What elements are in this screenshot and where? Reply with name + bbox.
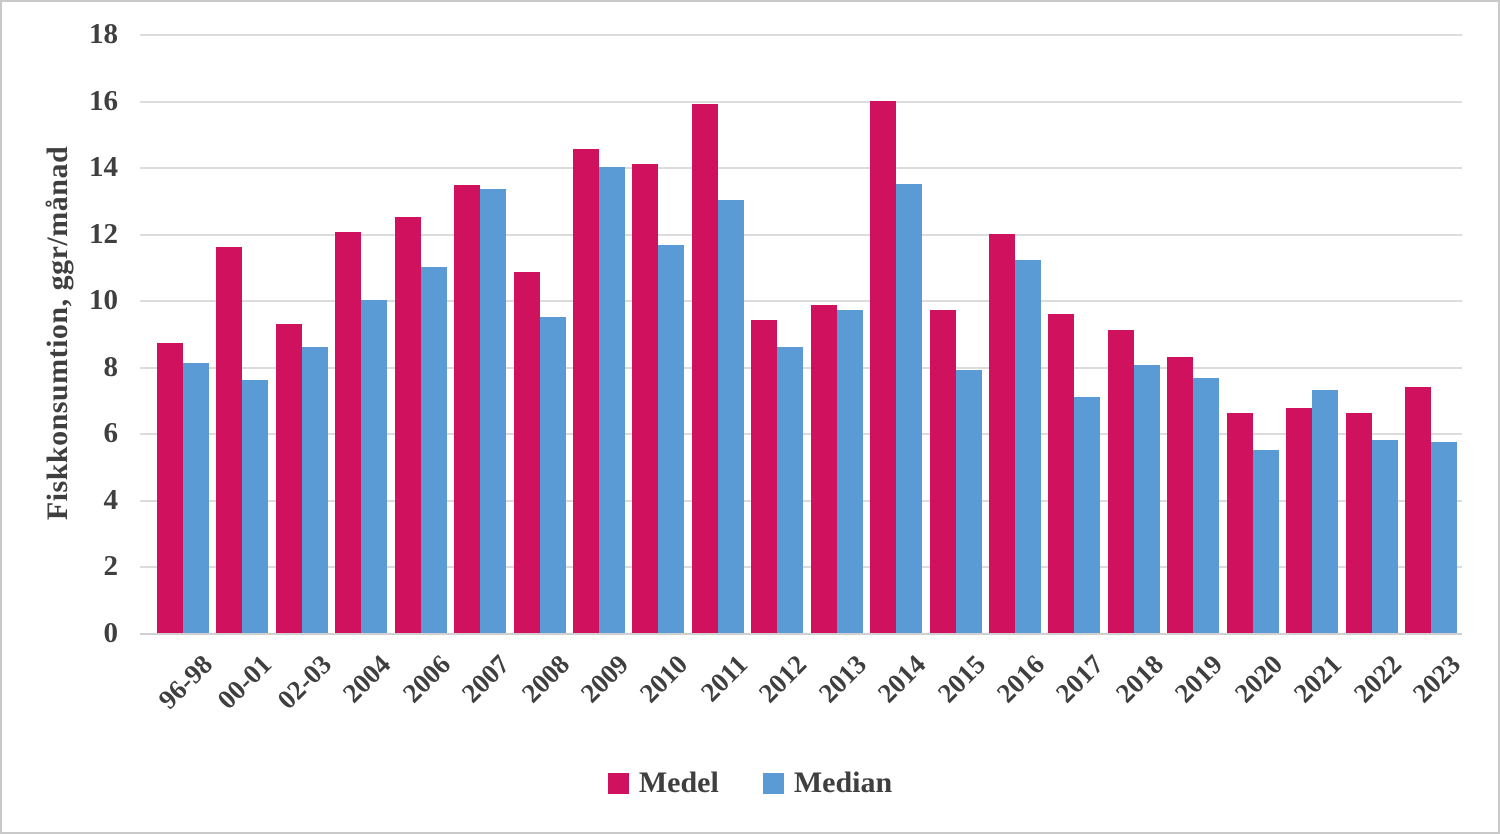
gridline-10 — [140, 300, 1462, 303]
x-tick-label-96-98: 96-98 — [152, 649, 219, 715]
bar-median-2020 — [1252, 449, 1279, 633]
bar-median-96-98 — [183, 363, 209, 633]
legend-item-median: Median — [762, 766, 893, 800]
bar-medel-2006 — [394, 217, 421, 633]
legend: Medel Median — [0, 766, 1500, 800]
x-tick-label-2019: 2019 — [1169, 649, 1229, 709]
bar-medel-2018 — [1107, 330, 1134, 633]
x-tick-label-2018: 2018 — [1109, 649, 1170, 709]
x-tick-label-2017: 2017 — [1050, 649, 1110, 709]
bar-median-2017 — [1074, 396, 1101, 633]
bar-medel-2011 — [691, 103, 718, 633]
bar-median-2023 — [1431, 441, 1457, 633]
y-axis-title: Fiskkonsumtion, ggr/månad — [41, 145, 74, 521]
y-tick-label-10: 10 — [89, 284, 118, 317]
bar-median-2010 — [658, 245, 685, 633]
bar-median-2012 — [777, 346, 804, 633]
gridline-14 — [140, 167, 1462, 170]
x-tick-label-2016: 2016 — [990, 649, 1051, 709]
x-tick-label-2008: 2008 — [515, 649, 575, 709]
y-tick-label-14: 14 — [89, 151, 118, 184]
bar-medel-2010 — [632, 163, 659, 633]
bar-median-2008 — [539, 316, 566, 633]
x-tick-label-2014: 2014 — [871, 649, 932, 709]
y-tick-label-16: 16 — [89, 84, 118, 117]
x-axis-line — [140, 633, 1462, 635]
bar-medel-2015 — [929, 310, 956, 633]
bar-median-2007 — [480, 188, 507, 633]
x-tick-label-2004: 2004 — [337, 649, 397, 709]
x-tick-label-2012: 2012 — [753, 649, 813, 709]
bar-medel-2023 — [1405, 386, 1431, 633]
bar-medel-96-98 — [157, 343, 183, 633]
bar-medel-2019 — [1167, 356, 1194, 633]
medel-color-swatch — [607, 772, 629, 794]
x-tick-label-2007: 2007 — [455, 649, 516, 709]
y-tick-label-2: 2 — [103, 550, 119, 583]
bar-median-2011 — [717, 200, 744, 633]
gridline-12 — [140, 233, 1462, 236]
bar-median-2013 — [836, 310, 863, 633]
bar-medel-2014 — [870, 100, 897, 633]
bar-medel-2020 — [1226, 413, 1253, 633]
bar-median-2022 — [1371, 439, 1398, 633]
bar-medel-2009 — [573, 148, 599, 633]
bar-median-2006 — [420, 266, 447, 633]
bar-median-2021 — [1312, 390, 1339, 633]
x-tick-label-2011: 2011 — [694, 649, 754, 708]
y-tick-label-0: 0 — [103, 617, 119, 649]
bar-medel-2012 — [751, 320, 778, 633]
bar-medel-2021 — [1286, 408, 1313, 633]
gridline-16 — [140, 100, 1462, 103]
bar-medel-02-03 — [275, 323, 302, 633]
y-tick-label-8: 8 — [103, 350, 119, 383]
bar-median-2009 — [599, 167, 625, 633]
gridline-18 — [140, 34, 1462, 36]
bar-medel-2016 — [989, 233, 1015, 633]
x-tick-label-2023: 2023 — [1406, 649, 1467, 709]
x-tick-label-02-03: 02-03 — [271, 649, 338, 715]
y-tick-label-18: 18 — [89, 18, 118, 50]
x-tick-label-2006: 2006 — [396, 649, 456, 709]
x-tick-label-00-01: 00-01 — [211, 649, 278, 715]
x-tick-label-2013: 2013 — [812, 649, 872, 709]
x-tick-label-2020: 2020 — [1228, 649, 1288, 709]
bar-medel-2017 — [1048, 313, 1075, 633]
x-tick-label-2021: 2021 — [1287, 649, 1348, 709]
x-tick-label-2009: 2009 — [574, 649, 635, 709]
bar-medel-2022 — [1345, 413, 1372, 633]
bar-median-2014 — [896, 183, 923, 633]
legend-label-medel: Medel — [638, 766, 719, 799]
bar-median-02-03 — [301, 346, 328, 633]
legend-item-medel: Medel — [607, 766, 719, 800]
bar-medel-2013 — [810, 305, 837, 633]
bar-medel-00-01 — [216, 246, 243, 633]
bar-medel-2007 — [454, 185, 481, 633]
median-color-swatch — [762, 772, 784, 794]
y-tick-label-12: 12 — [89, 217, 118, 250]
bar-median-00-01 — [242, 380, 269, 633]
x-tick-label-2022: 2022 — [1347, 649, 1407, 709]
bar-median-2019 — [1193, 378, 1220, 633]
bar-median-2004 — [361, 300, 388, 633]
bar-medel-2008 — [513, 271, 540, 633]
bar-medel-2004 — [335, 232, 362, 633]
y-tick-label-6: 6 — [103, 417, 119, 450]
bar-median-2015 — [955, 370, 982, 633]
bar-median-2016 — [1015, 260, 1041, 633]
y-tick-label-4: 4 — [103, 483, 119, 516]
x-tick-label-2015: 2015 — [931, 649, 991, 709]
bar-median-2018 — [1133, 365, 1160, 633]
legend-label-median: Median — [793, 766, 893, 799]
x-tick-label-2010: 2010 — [634, 649, 694, 709]
